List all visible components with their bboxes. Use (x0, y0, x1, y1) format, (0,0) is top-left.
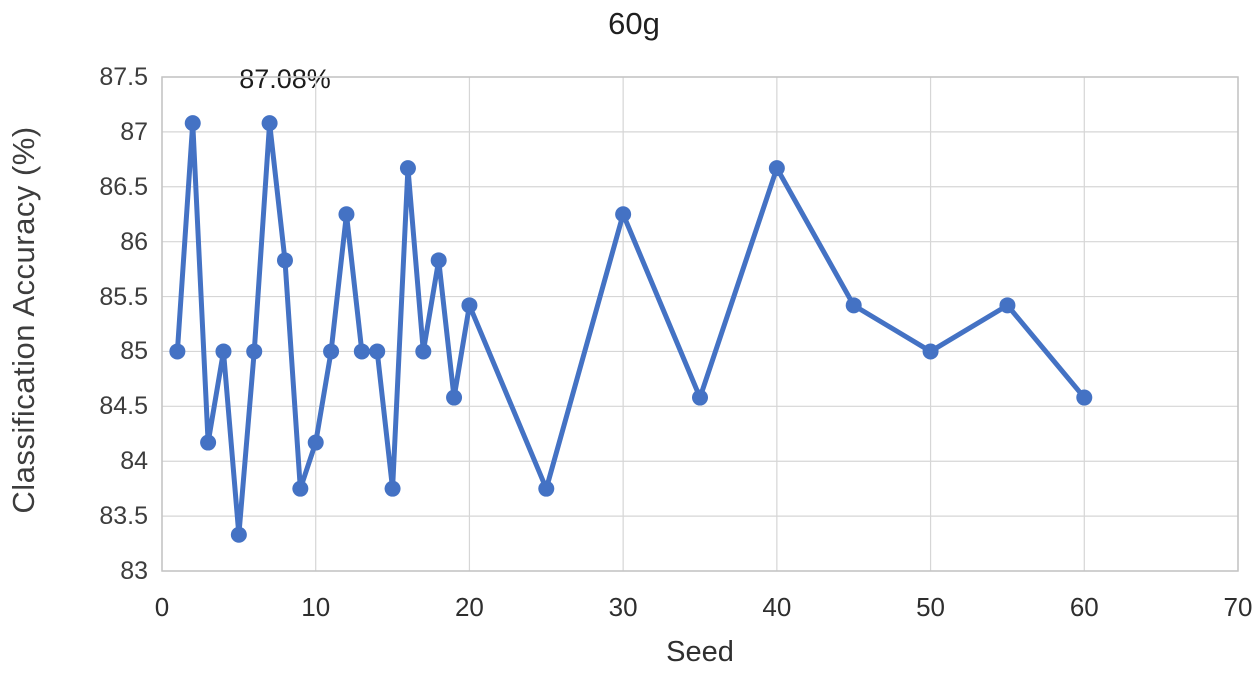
data-point-seed-40 (768, 160, 785, 177)
data-point-seed-25 (538, 480, 555, 497)
y-tick-label-83: 83 (120, 557, 148, 585)
data-point-seed-55 (999, 297, 1016, 314)
x-tick-label-70: 70 (1223, 592, 1253, 622)
data-point-seed-19 (446, 389, 463, 406)
data-point-seed-16 (399, 160, 416, 177)
data-point-seed-5 (230, 526, 247, 543)
x-tick-label-40: 40 (762, 592, 792, 622)
data-point-seed-3 (200, 434, 217, 451)
data-point-seed-45 (845, 297, 862, 314)
y-axis-title: Classification Accuracy (%) (6, 126, 41, 514)
data-point-seed-12 (338, 206, 355, 223)
data-point-seed-8 (276, 252, 293, 269)
y-tick-label-84: 84 (120, 447, 148, 476)
x-tick-label-30: 30 (608, 592, 638, 622)
data-point-seed-18 (430, 252, 447, 269)
data-point-seed-17 (415, 343, 432, 360)
data-point-seed-35 (692, 389, 708, 406)
x-tick-label-10: 10 (301, 592, 331, 622)
y-tick-label-85.5: 85.5 (99, 282, 148, 311)
x-tick-label-60: 60 (1069, 592, 1099, 622)
x-tick-label-20: 20 (454, 592, 484, 622)
y-tick-label-84.5: 84.5 (99, 392, 148, 421)
plot-border (161, 76, 1239, 572)
y-tick-label-86.5: 86.5 (99, 172, 148, 201)
data-point-seed-7 (261, 115, 278, 132)
data-point-seed-15 (384, 480, 401, 497)
y-tick-label-85: 85 (120, 337, 148, 366)
data-point-seed-1 (169, 343, 186, 360)
data-point-seed-6 (246, 343, 263, 360)
data-point-seed-4 (215, 343, 232, 360)
data-point-seed-30 (615, 206, 632, 223)
data-point-seed-2 (184, 115, 201, 132)
data-point-seed-10 (307, 434, 324, 451)
data-point-seed-13 (353, 343, 370, 360)
data-point-seed-14 (369, 343, 386, 360)
y-tick-label-86: 86 (120, 227, 148, 256)
data-point-seed-50 (922, 343, 939, 360)
y-tick-label-87: 87 (120, 117, 148, 146)
accuracy-line-series (174, 120, 1087, 538)
y-tick-label-83.5: 83.5 (99, 502, 148, 531)
data-point-seed-9 (292, 480, 309, 497)
chart-title: 60g (608, 6, 660, 41)
data-point-seed-20 (461, 297, 478, 314)
x-tick-label-50: 50 (916, 592, 946, 622)
x-tick-label-0: 0 (154, 592, 170, 622)
data-point-seed-60 (1076, 389, 1093, 406)
data-point-seed-11 (323, 343, 340, 360)
x-axis-title: Seed (666, 636, 734, 668)
y-tick-label-87.5: 87.5 (99, 63, 148, 91)
